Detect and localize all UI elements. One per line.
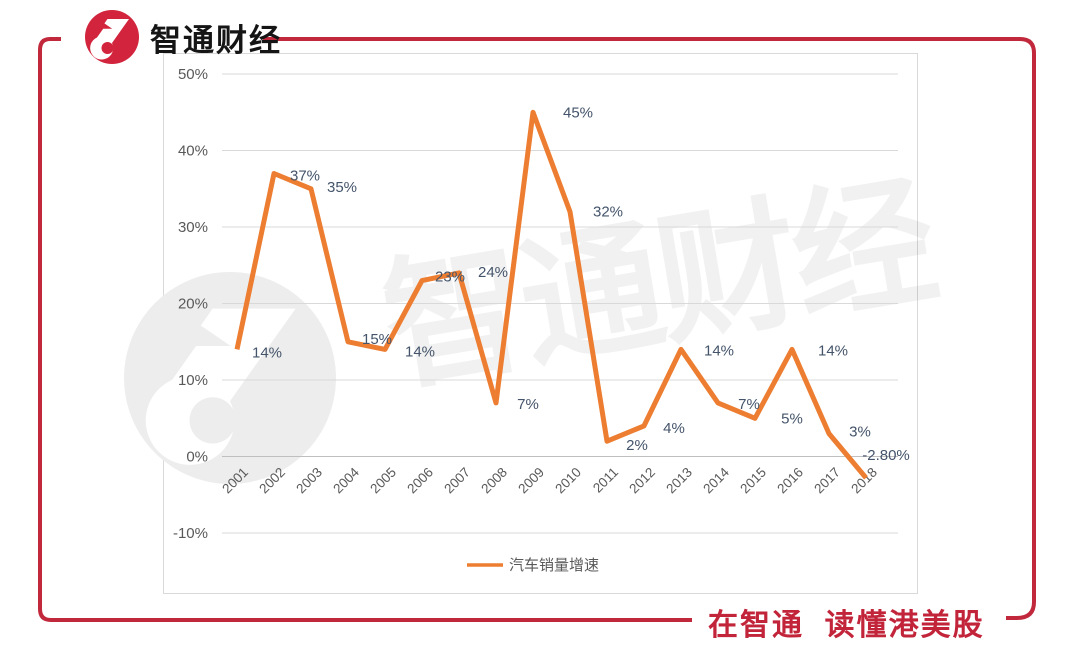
data-label: 3% (849, 424, 871, 441)
x-tick-label: 2013 (663, 465, 695, 497)
series-line (234, 109, 868, 480)
x-tick-label: 2002 (256, 465, 288, 497)
x-tick-label: 2008 (478, 465, 510, 497)
brand-title: 智通财经 (150, 23, 282, 58)
x-tick-label: 2006 (404, 465, 436, 497)
data-label: 32% (593, 204, 623, 221)
data-label: 14% (252, 344, 282, 361)
y-tick-label: 30% (178, 219, 208, 236)
data-label: 14% (704, 342, 734, 359)
x-tick-label: 2001 (219, 465, 251, 497)
x-tick-label: 2004 (330, 464, 362, 496)
y-tick-label: 50% (178, 66, 208, 83)
x-tick-label: 2009 (515, 465, 547, 497)
x-tick-label: 2016 (774, 465, 806, 497)
data-label: 37% (290, 167, 320, 184)
x-tick-label: 2007 (441, 465, 473, 497)
zhitong-logo-icon (85, 10, 139, 64)
data-label: 7% (738, 396, 760, 413)
data-label: 14% (405, 343, 435, 360)
data-label: 5% (781, 410, 803, 427)
y-tick-label: 10% (178, 372, 208, 389)
data-label: 2% (626, 437, 648, 454)
data-label: 24% (478, 264, 508, 281)
data-label: 4% (663, 420, 685, 437)
x-tick-label: 2014 (700, 464, 732, 496)
x-tick-label: 2011 (590, 465, 621, 496)
tagline: 在智通 读懂港美股 (708, 609, 985, 642)
legend-label: 汽车销量增速 (509, 557, 599, 574)
x-tick-label: 2003 (293, 465, 325, 497)
y-tick-label: -10% (173, 525, 208, 542)
data-label: 14% (818, 342, 848, 359)
data-label: 45% (563, 104, 593, 121)
x-tick-label: 2015 (737, 465, 769, 497)
data-label: 15% (362, 331, 392, 348)
x-tick-label: 2005 (367, 465, 399, 497)
data-label: 7% (517, 396, 539, 413)
x-tick-label: 2010 (552, 465, 584, 497)
line-chart: 50%40%30%20%10%0%-10%2001 2002 2003 2004 200… (173, 66, 910, 574)
x-tick-label: 2012 (626, 465, 658, 497)
y-tick-label: 20% (178, 296, 208, 313)
y-tick-label: 40% (178, 143, 208, 160)
y-tick-label: 0% (186, 449, 208, 466)
x-tick-label: 2018 (848, 465, 880, 497)
data-label: 23% (435, 269, 465, 286)
x-tick-label: 2017 (811, 465, 843, 497)
data-label: -2.80% (862, 447, 910, 464)
data-label: 35% (327, 179, 357, 196)
